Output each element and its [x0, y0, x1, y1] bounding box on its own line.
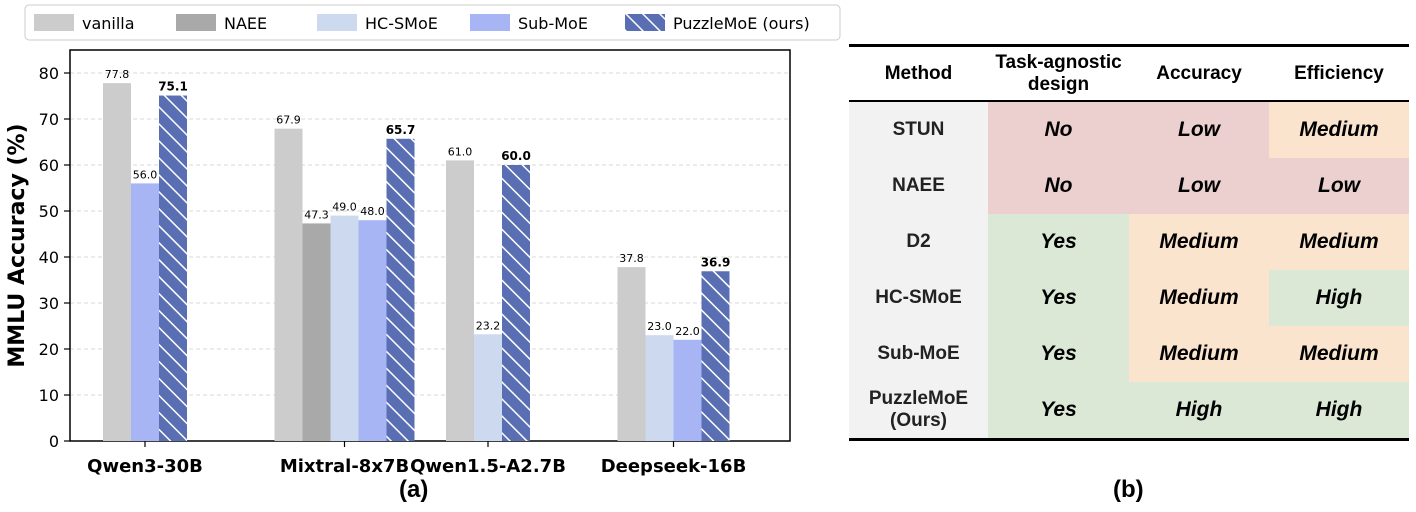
x-tick-label: Deepseek-16B	[601, 456, 747, 477]
header-task-agnostic: Task-agnostic design	[995, 51, 1122, 95]
legend-swatch	[176, 14, 216, 31]
table-row: PuzzleMoE (Ours) Yes High High	[849, 382, 1409, 440]
bar-vanilla	[617, 267, 646, 441]
rating-cell: Yes	[988, 326, 1129, 382]
y-tick-label: 80	[39, 64, 59, 83]
table-row: D2 Yes Medium Medium	[849, 214, 1409, 270]
bar-puzzlemoe-ours	[502, 165, 530, 441]
header-efficiency: Efficiency	[1294, 62, 1384, 84]
header-method: Method	[884, 62, 953, 84]
mmlu-accuracy-chart: 0 10 20 30 40 50 60 70 80 77.8 56.0 75.1 Qwen3-30B 67…	[5, 4, 841, 477]
legend-label: vanilla	[82, 14, 135, 33]
data-label: 77.8	[105, 68, 130, 81]
rating-cell: Medium	[1129, 214, 1269, 270]
legend-box	[24, 4, 841, 41]
bar-puzzlemoe-ours	[386, 138, 415, 441]
data-label: 60.0	[501, 149, 531, 163]
plot-frame	[69, 49, 791, 442]
rating-cell: No	[988, 101, 1129, 158]
y-tick-label: 20	[39, 340, 59, 359]
comparison-table-panel: Method Task-agnostic design Accuracy Eff…	[849, 44, 1409, 441]
rating-cell: High	[1269, 382, 1409, 440]
bar-hc-smoe	[645, 335, 674, 441]
panel-a-caption: (a)	[399, 476, 429, 503]
method-cell: D2	[849, 214, 988, 270]
data-label: 65.7	[386, 123, 416, 137]
y-tick-label: 60	[39, 156, 59, 175]
data-label: 61.0	[448, 145, 473, 158]
bar-sub-moe	[131, 183, 159, 441]
data-label: 67.9	[276, 114, 301, 127]
bar-sub-moe	[673, 339, 702, 441]
panel-b-caption: (b)	[1113, 476, 1144, 503]
rating-cell: Yes	[988, 214, 1129, 270]
data-label: 49.0	[332, 201, 357, 214]
legend-swatch	[625, 14, 665, 31]
rating-cell: Medium	[1269, 101, 1409, 158]
bar-puzzlemoe-ours	[701, 271, 730, 441]
x-tick-label: Qwen1.5-A2.7B	[410, 456, 566, 477]
bar-chart-panel: 0 10 20 30 40 50 60 70 80 77.8 56.0 75.1 Qwen3-30B 67…	[5, 4, 841, 477]
legend-swatch	[470, 14, 510, 31]
rating-cell: Low	[1269, 158, 1409, 214]
method-cell: HC-SMoE	[849, 270, 988, 326]
header-accuracy: Accuracy	[1156, 62, 1242, 84]
table-row: Sub-MoE Yes Medium Medium	[849, 326, 1409, 382]
method-cell: STUN	[849, 101, 988, 158]
rating-cell: No	[988, 158, 1129, 214]
data-label: 36.9	[701, 255, 731, 269]
rating-cell: Medium	[1269, 326, 1409, 382]
bar-hc-smoe	[330, 215, 359, 441]
data-label: 37.8	[619, 252, 644, 265]
table-row: HC-SMoE Yes Medium High	[849, 270, 1409, 326]
bar-vanilla	[446, 160, 474, 441]
bar-sub-moe	[358, 220, 387, 441]
data-label: 23.0	[647, 320, 672, 333]
rating-cell: High	[1129, 382, 1269, 440]
data-label: 48.0	[360, 205, 385, 218]
rating-cell: High	[1269, 270, 1409, 326]
method-cell: PuzzleMoE (Ours)	[849, 382, 988, 440]
legend-label: Sub-MoE	[518, 14, 588, 33]
legend-label: HC-SMoE	[365, 14, 438, 33]
rating-cell: Yes	[988, 270, 1129, 326]
rating-cell: Medium	[1129, 270, 1269, 326]
method-cell: NAEE	[849, 158, 988, 214]
table-row: STUN No Low Medium	[849, 101, 1409, 158]
rating-cell: Medium	[1129, 326, 1269, 382]
data-label: 23.2	[476, 319, 501, 332]
legend-label: PuzzleMoE (ours)	[673, 14, 810, 33]
legend-swatch	[34, 14, 74, 31]
method-comparison-table: Method Task-agnostic design Accuracy Eff…	[849, 44, 1409, 441]
data-label: 47.3	[304, 208, 329, 221]
data-label: 56.0	[133, 168, 158, 181]
table-header-row: Method Task-agnostic design Accuracy Eff…	[849, 45, 1409, 101]
x-tick-label: Qwen3-30B	[87, 456, 203, 477]
y-tick-label: 70	[39, 110, 59, 129]
bar-puzzlemoe-ours	[159, 95, 187, 441]
rating-cell: Yes	[988, 382, 1129, 440]
bar-vanilla	[274, 128, 303, 441]
y-tick-label: 50	[39, 202, 59, 221]
y-tick-label: 10	[39, 386, 59, 405]
table-row: NAEE No Low Low	[849, 158, 1409, 214]
rating-cell: Medium	[1269, 214, 1409, 270]
x-tick-label: Mixtral-8x7B	[280, 456, 409, 477]
bar-hc-smoe	[474, 334, 502, 441]
legend-label: NAEE	[224, 14, 267, 33]
data-label: 75.1	[158, 80, 188, 94]
bar-naee	[302, 223, 331, 441]
y-tick-label: 0	[49, 432, 59, 451]
method-cell: Sub-MoE	[849, 326, 988, 382]
y-axis-label: MMLU Accuracy (%)	[5, 123, 30, 367]
rating-cell: Low	[1129, 101, 1269, 158]
legend-swatch	[317, 14, 357, 31]
data-label: 22.0	[675, 325, 700, 338]
y-tick-label: 30	[39, 294, 59, 313]
y-tick-label: 40	[39, 248, 59, 267]
rating-cell: Low	[1129, 158, 1269, 214]
bar-vanilla	[103, 83, 131, 442]
